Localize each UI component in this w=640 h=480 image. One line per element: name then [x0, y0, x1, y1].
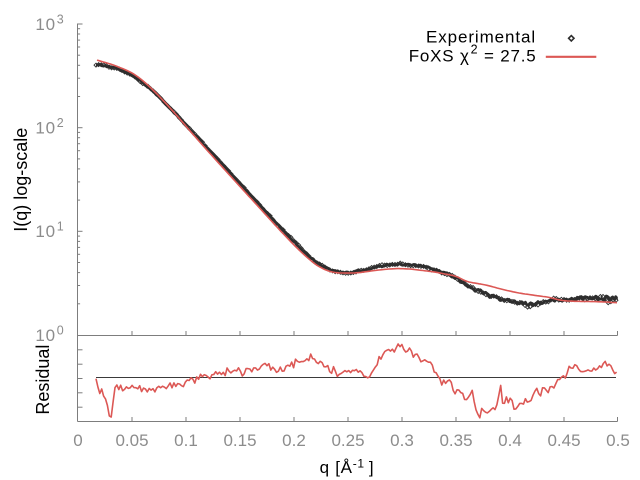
svg-text:0.1: 0.1	[174, 431, 198, 450]
svg-text:0.25: 0.25	[331, 431, 364, 450]
svg-text:0.35: 0.35	[439, 431, 472, 450]
svg-text:0.3: 0.3	[390, 431, 414, 450]
svg-text:0.2: 0.2	[282, 431, 306, 450]
svg-text:0.45: 0.45	[547, 431, 580, 450]
svg-text:0: 0	[73, 431, 82, 450]
svg-text:0.5: 0.5	[606, 431, 630, 450]
svg-text:Residual: Residual	[33, 345, 53, 415]
svg-text:q [Å-1 ]: q [Å-1 ]	[320, 457, 375, 478]
svg-text:FoXS χ2 = 27.5: FoXS χ2 = 27.5	[409, 43, 537, 66]
svg-text:0.05: 0.05	[115, 431, 148, 450]
svg-text:I(q) log-scale: I(q) log-scale	[11, 128, 31, 232]
svg-text:0.4: 0.4	[498, 431, 522, 450]
svg-text:Experimental: Experimental	[426, 28, 536, 47]
svg-text:0.15: 0.15	[223, 431, 256, 450]
